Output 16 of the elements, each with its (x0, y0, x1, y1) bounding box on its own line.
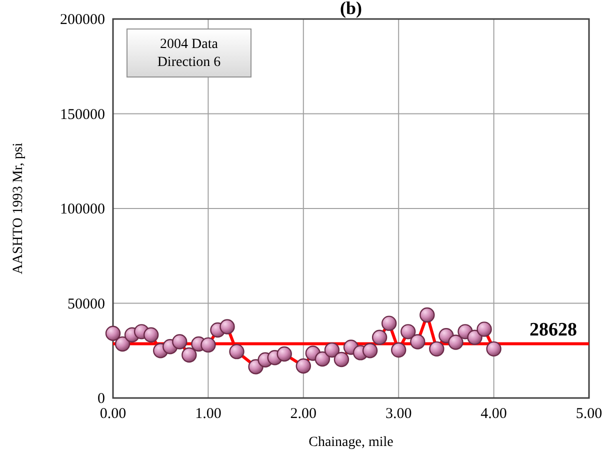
x-tick-label: 0.00 (100, 406, 126, 422)
chart-title: (b) (340, 0, 362, 18)
ref-line-label: 28628 (530, 320, 577, 341)
y-axis-title: AASHTO 1993 Mr, psi (11, 142, 26, 274)
x-tick-label: 3.00 (385, 406, 412, 422)
y-tick-label: 0 (98, 391, 105, 407)
x-axis-title: Chainage, mile (308, 435, 394, 450)
x-tick-label: 5.00 (576, 406, 602, 422)
y-tick-label: 150000 (60, 106, 105, 123)
annotation: 2004 Data Direction 6 (157, 37, 221, 70)
x-tick-label: 2.00 (290, 406, 317, 422)
y-tick-label: 100000 (60, 202, 105, 218)
x-tick-label: 1.00 (195, 406, 222, 422)
y-tick-label: 200000 (60, 12, 105, 28)
x-tick-label: 4.00 (480, 406, 507, 422)
y-tick-label: 50000 (68, 296, 105, 312)
